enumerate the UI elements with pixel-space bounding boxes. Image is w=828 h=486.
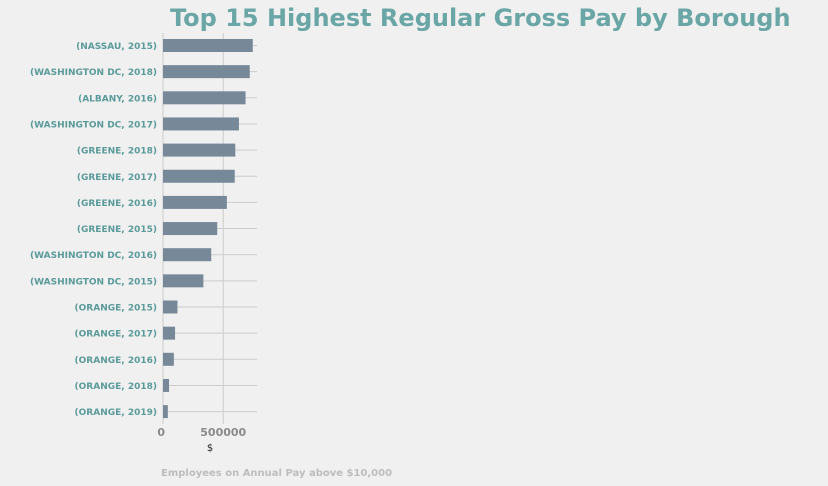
category-label: (ALBANY, 2016) bbox=[78, 94, 157, 104]
category-label: (GREENE, 2017) bbox=[77, 173, 157, 183]
bar bbox=[163, 143, 236, 157]
bar bbox=[163, 405, 168, 419]
category-label: (WASHINGTON DC, 2016) bbox=[30, 251, 157, 261]
bar bbox=[163, 195, 227, 209]
bar bbox=[163, 65, 250, 79]
category-label: (ORANGE, 2019) bbox=[75, 408, 157, 418]
bar bbox=[163, 117, 239, 131]
category-label: (ORANGE, 2015) bbox=[75, 304, 157, 314]
x-tick-label: 0 bbox=[157, 426, 165, 439]
category-label: (NASSAU, 2015) bbox=[76, 42, 157, 52]
category-label: (ORANGE, 2017) bbox=[75, 330, 157, 340]
bar bbox=[163, 91, 246, 105]
x-tick-label: 500000 bbox=[200, 426, 246, 439]
category-label: (GREENE, 2016) bbox=[77, 199, 157, 209]
bar bbox=[163, 352, 174, 366]
bar bbox=[163, 169, 235, 183]
chart-title: Top 15 Highest Regular Gross Pay by Boro… bbox=[170, 4, 791, 32]
bar bbox=[163, 248, 212, 262]
category-label: (WASHINGTON DC, 2015) bbox=[30, 277, 157, 287]
chart-footnote: Employees on Annual Pay above $10,000 bbox=[161, 468, 393, 479]
category-label: (GREENE, 2015) bbox=[77, 225, 157, 235]
bar bbox=[163, 300, 178, 314]
category-label: (ORANGE, 2016) bbox=[75, 356, 157, 366]
category-labels: (NASSAU, 2015) (WASHINGTON DC, 2018) (ALBA… bbox=[30, 42, 157, 418]
bar bbox=[163, 274, 204, 288]
x-axis-label: $ bbox=[207, 443, 213, 454]
category-label: (GREENE, 2018) bbox=[77, 147, 157, 157]
bar bbox=[163, 378, 170, 392]
category-label: (WASHINGTON DC, 2017) bbox=[30, 120, 157, 130]
x-tick-labels: 0 500000 bbox=[157, 426, 246, 439]
category-label: (ORANGE, 2018) bbox=[75, 382, 157, 392]
bar-series bbox=[163, 39, 253, 419]
category-label: (WASHINGTON DC, 2018) bbox=[30, 68, 157, 78]
bar bbox=[163, 222, 218, 236]
bar bbox=[163, 39, 253, 52]
bar bbox=[163, 326, 176, 340]
